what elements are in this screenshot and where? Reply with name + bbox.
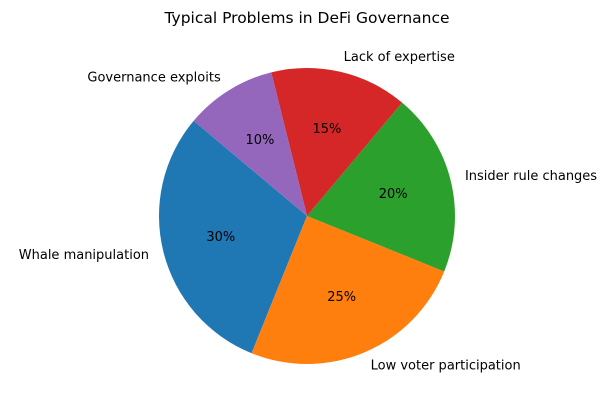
pie-slice-0 xyxy=(159,120,307,354)
pie-slice-label-0: Whale manipulation xyxy=(19,248,149,263)
pie-slice-2 xyxy=(307,102,455,272)
pie-slice-percent-4: 10% xyxy=(245,133,274,148)
chart-title: Typical Problems in DeFi Governance xyxy=(163,9,449,27)
pie-slice-label-3: Lack of expertise xyxy=(344,50,455,65)
pie-labels: 30% Whale manipulation 25% Low voter partic… xyxy=(19,50,598,373)
pie-slice-3 xyxy=(271,68,403,216)
pie-slice-percent-1: 25% xyxy=(327,290,356,305)
pie-slice-1 xyxy=(251,216,445,364)
pie-slice-label-2: Insider rule changes xyxy=(465,169,597,184)
pie-slice-label-4: Governance exploits xyxy=(87,70,221,85)
pie-slice-percent-3: 15% xyxy=(313,122,342,137)
pie-slice-4 xyxy=(193,72,307,216)
pie-slice-percent-0: 30% xyxy=(206,230,235,245)
pie-slices xyxy=(159,68,455,364)
pie-slice-percent-2: 20% xyxy=(379,187,408,202)
pie-slice-label-1: Low voter participation xyxy=(371,358,521,373)
